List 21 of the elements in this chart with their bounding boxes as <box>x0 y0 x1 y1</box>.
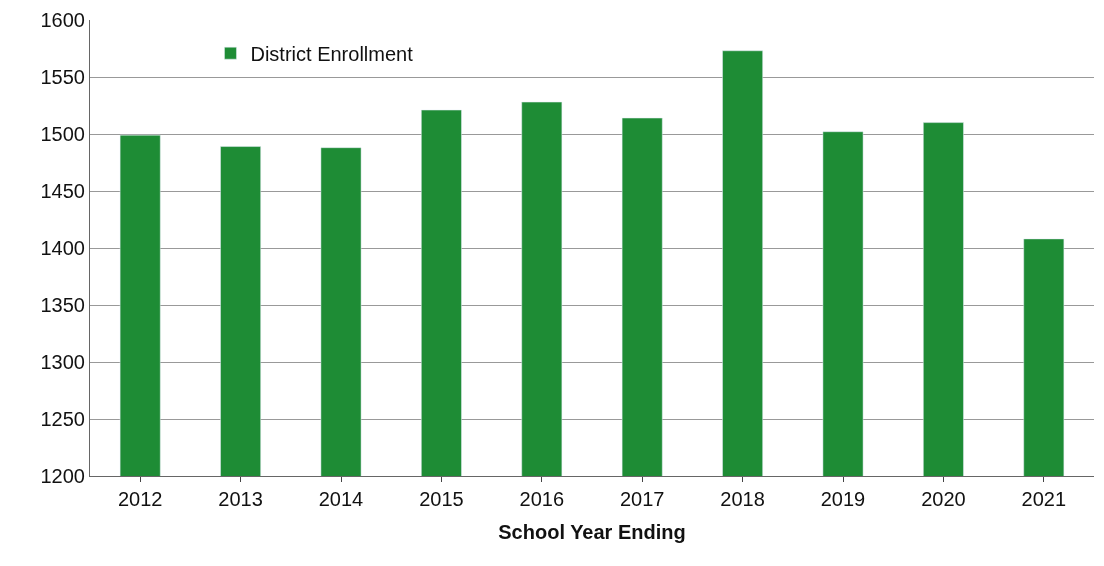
x-tick-label: 2015 <box>419 488 464 510</box>
x-tick-label: 2017 <box>619 488 665 510</box>
x-tick-label: 2019 <box>820 488 866 510</box>
x-tick-label: 2012 <box>117 488 163 510</box>
y-tick-label: 1300 <box>40 351 85 373</box>
x-tick-label: 2021 <box>1021 488 1067 510</box>
x-tick-label: 2020 <box>921 488 966 510</box>
y-tick-label: 1350 <box>40 294 85 316</box>
x-tick-label: 2018 <box>720 488 765 510</box>
y-tick-label: 1400 <box>40 237 85 259</box>
x-tick-label: 2013 <box>218 488 263 510</box>
y-tick-label: 1550 <box>40 66 85 88</box>
x-axis-title: School Year Ending <box>498 520 686 543</box>
x-tick-label: 2014 <box>318 488 364 510</box>
y-tick-label: 1450 <box>40 180 85 202</box>
x-tick-label: 2016 <box>519 488 565 510</box>
y-tick-label: 1500 <box>40 123 85 145</box>
y-tick-label: 1200 <box>40 465 85 487</box>
y-tick-label: 1600 <box>40 9 85 31</box>
legend-label: District Enrollment <box>250 42 414 65</box>
y-tick-label: 1250 <box>40 408 85 430</box>
